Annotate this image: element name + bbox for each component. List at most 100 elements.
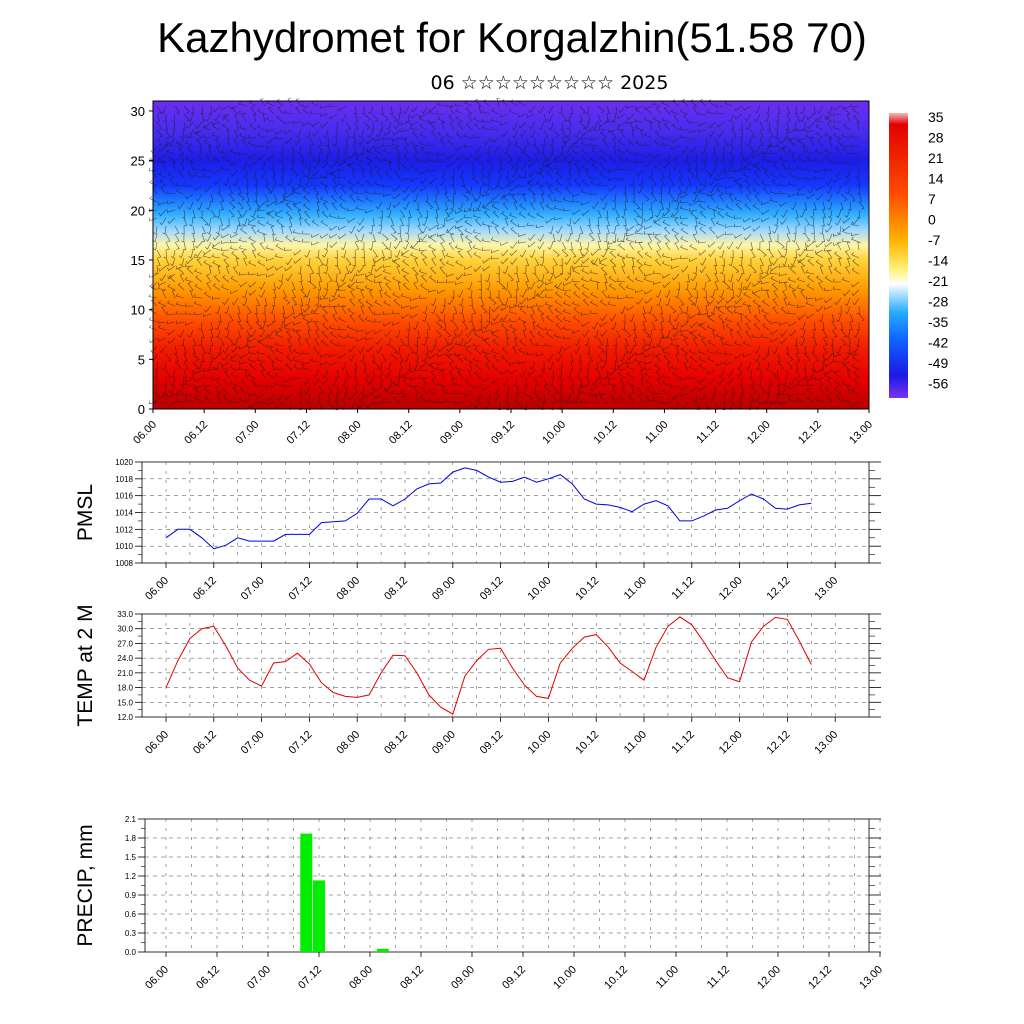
wind-barb	[480, 177, 486, 186]
wind-barb	[347, 307, 356, 315]
wind-barb	[656, 337, 662, 347]
wind-barb	[692, 234, 698, 243]
wind-barb	[513, 202, 518, 211]
wind-barb	[337, 333, 347, 339]
wind-barb	[772, 225, 779, 234]
wind-barb	[400, 293, 410, 299]
wind-barb	[626, 305, 635, 311]
wind-barb	[838, 257, 842, 267]
wind-barb	[672, 209, 680, 217]
wind-barb	[557, 369, 563, 379]
wind-barb	[698, 385, 707, 392]
wind-barb	[340, 401, 347, 411]
wind-barb	[256, 400, 266, 404]
wind-barb	[158, 145, 167, 152]
wind-barb	[237, 201, 244, 210]
wind-barb	[161, 290, 167, 299]
wind-barb	[617, 155, 626, 163]
wind-barb	[634, 124, 644, 131]
wind-barb	[297, 338, 302, 347]
x-tick-label: 09.00	[449, 964, 477, 992]
x-tick-label: 07.12	[296, 964, 324, 992]
wind-barb	[503, 281, 509, 291]
wind-barb	[834, 297, 842, 306]
wind-barb	[746, 137, 752, 147]
wind-barb	[219, 201, 224, 210]
wind-barb	[616, 366, 626, 371]
wind-barb	[599, 260, 608, 267]
wind-barb	[759, 129, 765, 138]
wind-barb	[658, 193, 663, 203]
wind-barb	[149, 337, 158, 344]
y-tick-label: 1.2	[125, 872, 137, 881]
wind-barb	[437, 289, 446, 294]
wind-barb	[175, 301, 185, 307]
wind-barb	[535, 224, 545, 229]
wind-barb	[806, 193, 815, 200]
wind-barb	[800, 105, 806, 115]
wind-barb	[165, 257, 170, 266]
wind-barb	[759, 265, 764, 274]
wind-barb	[718, 369, 725, 378]
wind-barb	[591, 377, 599, 386]
wind-barb	[436, 152, 446, 157]
wind-barb	[557, 385, 563, 395]
wind-barb	[441, 122, 446, 131]
wind-barb	[422, 305, 428, 315]
wind-barb	[455, 108, 464, 115]
wind-barb	[755, 361, 761, 371]
wind-barb	[649, 185, 654, 195]
wind-barb	[680, 385, 689, 391]
wind-barb	[796, 304, 806, 308]
wind-barb	[779, 156, 788, 163]
wind-barb	[481, 109, 491, 115]
wind-barb	[209, 329, 214, 339]
wind-barb	[382, 268, 392, 275]
wind-barb	[621, 258, 626, 267]
wind-barb	[752, 299, 761, 307]
wind-barb	[316, 209, 321, 219]
wind-barb	[242, 169, 248, 179]
wind-barb	[624, 345, 629, 354]
wind-barb	[436, 381, 446, 387]
wind-barb	[450, 169, 455, 179]
wind-barb	[509, 219, 518, 227]
wind-barb	[152, 241, 158, 251]
wind-barb	[300, 289, 307, 298]
wind-barb	[500, 185, 509, 190]
y-tick-label: 0.6	[125, 910, 137, 919]
wind-barb	[625, 284, 635, 291]
wind-barb	[396, 369, 401, 379]
x-tick-label: 08.12	[382, 729, 410, 757]
wind-barb	[591, 321, 599, 330]
wind-barb	[251, 250, 257, 259]
wind-barb	[454, 225, 464, 229]
wind-barb	[709, 289, 716, 299]
wind-barb	[468, 242, 473, 251]
wind-barb	[616, 238, 626, 243]
wind-barb	[374, 329, 383, 335]
wind-barb	[184, 183, 194, 187]
wind-barb	[536, 180, 545, 187]
wind-barb	[180, 154, 185, 163]
wind-barb	[803, 345, 807, 355]
wind-barb	[163, 137, 168, 147]
wind-barb	[562, 316, 572, 323]
wind-barb	[728, 273, 734, 283]
wind-barb	[699, 210, 707, 219]
wind-barb	[444, 337, 449, 346]
wind-barb	[761, 273, 770, 279]
wind-barb	[260, 98, 266, 107]
wind-barb	[329, 113, 338, 120]
wind-barb	[166, 190, 176, 195]
wind-barb	[381, 249, 385, 258]
wind-barb	[445, 132, 455, 139]
wind-barb	[420, 146, 428, 155]
wind-barb	[418, 238, 428, 243]
wind-barb	[812, 233, 816, 243]
wind-barb	[413, 345, 419, 355]
wind-barb	[183, 361, 189, 370]
wind-barb	[515, 385, 520, 395]
wind-barb	[796, 397, 806, 403]
wind-barb	[842, 225, 851, 232]
